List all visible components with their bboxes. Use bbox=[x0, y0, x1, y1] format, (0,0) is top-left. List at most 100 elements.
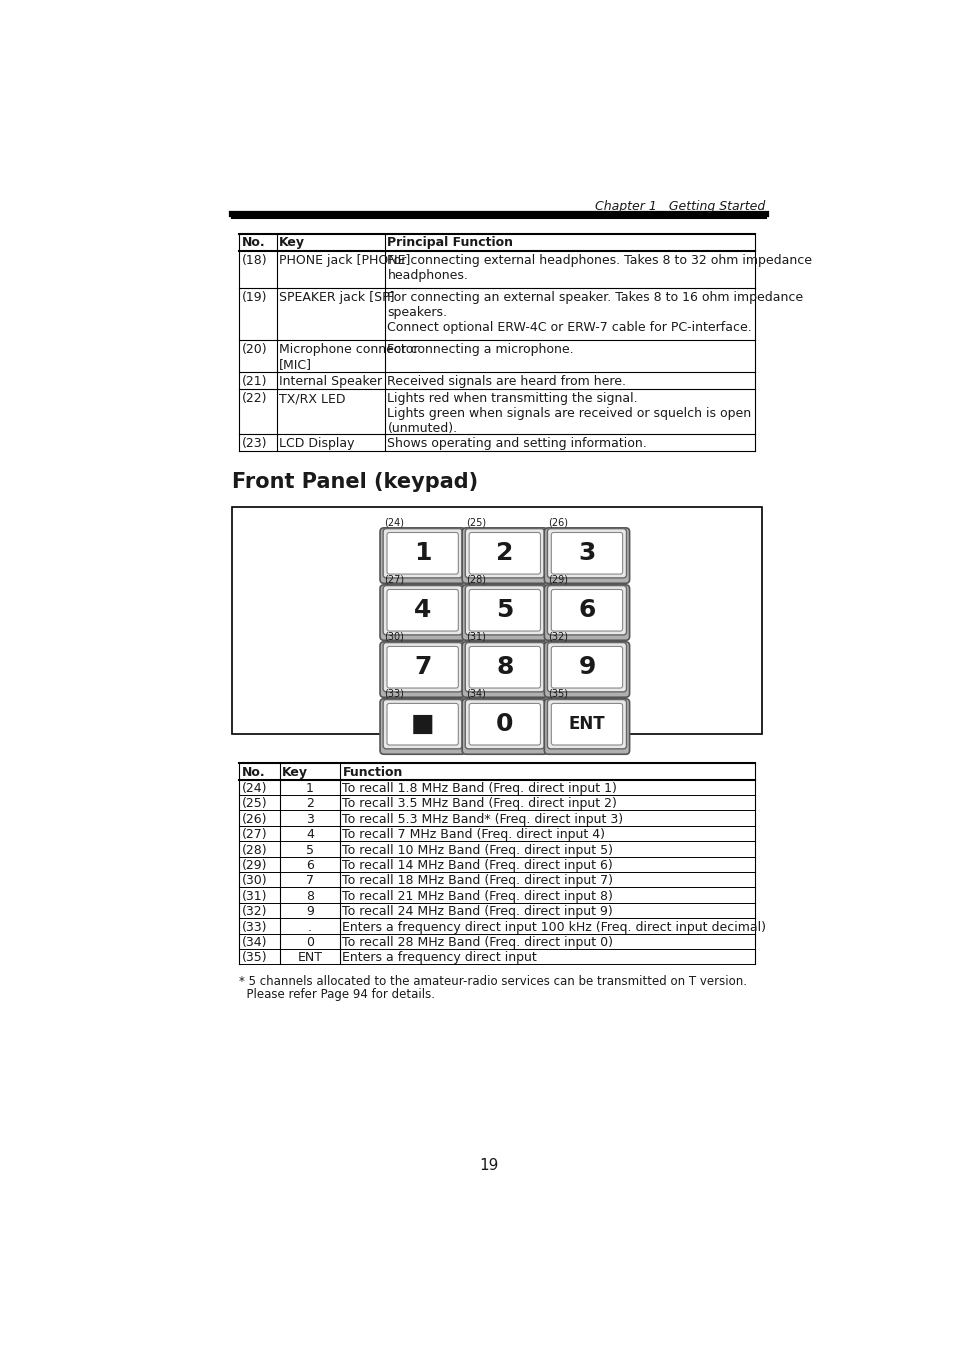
FancyBboxPatch shape bbox=[461, 698, 547, 754]
FancyBboxPatch shape bbox=[544, 528, 629, 584]
Text: (18): (18) bbox=[241, 254, 267, 266]
FancyBboxPatch shape bbox=[387, 646, 457, 688]
Text: * 5 channels allocated to the amateur-radio services can be transmitted on T ver: * 5 channels allocated to the amateur-ra… bbox=[239, 975, 746, 988]
Text: Internal Speaker: Internal Speaker bbox=[278, 376, 381, 388]
FancyBboxPatch shape bbox=[465, 528, 544, 578]
FancyBboxPatch shape bbox=[379, 642, 465, 697]
Text: (25): (25) bbox=[241, 797, 267, 811]
FancyBboxPatch shape bbox=[544, 698, 629, 754]
Text: Front Panel (keypad): Front Panel (keypad) bbox=[232, 473, 477, 492]
Text: 0: 0 bbox=[306, 936, 314, 948]
Text: (25): (25) bbox=[466, 517, 486, 528]
Text: .: . bbox=[308, 920, 312, 934]
Text: Principal Function: Principal Function bbox=[387, 236, 513, 249]
Text: Key: Key bbox=[282, 766, 308, 778]
Text: Please refer Page 94 for details.: Please refer Page 94 for details. bbox=[239, 988, 435, 1001]
Text: 1: 1 bbox=[306, 782, 314, 794]
Text: (35): (35) bbox=[548, 689, 568, 698]
Text: To recall 10 MHz Band (Freq. direct input 5): To recall 10 MHz Band (Freq. direct inpu… bbox=[342, 843, 613, 857]
Text: (30): (30) bbox=[241, 874, 267, 888]
Text: Key: Key bbox=[278, 236, 305, 249]
Text: (33): (33) bbox=[383, 689, 403, 698]
FancyBboxPatch shape bbox=[379, 585, 465, 640]
FancyBboxPatch shape bbox=[551, 532, 622, 574]
Text: 6: 6 bbox=[306, 859, 314, 871]
Text: (31): (31) bbox=[466, 632, 485, 642]
Text: ENT: ENT bbox=[297, 951, 322, 965]
Text: For connecting an external speaker. Takes 8 to 16 ohm impedance
speakers.
Connec: For connecting an external speaker. Take… bbox=[387, 290, 802, 334]
Text: 2: 2 bbox=[306, 797, 314, 811]
Text: 0: 0 bbox=[496, 712, 513, 736]
Text: ENT: ENT bbox=[568, 715, 604, 734]
Text: To recall 7 MHz Band (Freq. direct input 4): To recall 7 MHz Band (Freq. direct input… bbox=[342, 828, 605, 842]
Text: 7: 7 bbox=[414, 655, 431, 680]
Text: (29): (29) bbox=[241, 859, 267, 871]
Text: (19): (19) bbox=[241, 290, 267, 304]
Text: 19: 19 bbox=[478, 1158, 498, 1173]
Text: Enters a frequency direct input: Enters a frequency direct input bbox=[342, 951, 537, 965]
FancyBboxPatch shape bbox=[383, 528, 461, 578]
FancyBboxPatch shape bbox=[461, 528, 547, 584]
Text: 2: 2 bbox=[496, 542, 513, 565]
Text: Microphone connector
[MIC]: Microphone connector [MIC] bbox=[278, 343, 418, 372]
Text: (32): (32) bbox=[241, 905, 267, 919]
Text: (35): (35) bbox=[241, 951, 267, 965]
FancyBboxPatch shape bbox=[547, 528, 626, 578]
Text: To recall 14 MHz Band (Freq. direct input 6): To recall 14 MHz Band (Freq. direct inpu… bbox=[342, 859, 613, 871]
FancyBboxPatch shape bbox=[465, 585, 544, 635]
FancyBboxPatch shape bbox=[387, 704, 457, 744]
FancyBboxPatch shape bbox=[232, 507, 761, 734]
FancyBboxPatch shape bbox=[547, 700, 626, 748]
FancyBboxPatch shape bbox=[469, 532, 540, 574]
Text: 8: 8 bbox=[496, 655, 513, 680]
FancyBboxPatch shape bbox=[469, 589, 540, 631]
Text: No.: No. bbox=[241, 766, 265, 778]
FancyBboxPatch shape bbox=[551, 704, 622, 744]
Text: 9: 9 bbox=[306, 905, 314, 919]
FancyBboxPatch shape bbox=[551, 646, 622, 688]
Text: 5: 5 bbox=[496, 598, 513, 623]
FancyBboxPatch shape bbox=[469, 704, 540, 744]
FancyBboxPatch shape bbox=[547, 585, 626, 635]
Text: (33): (33) bbox=[241, 920, 267, 934]
Text: (21): (21) bbox=[241, 376, 267, 388]
Text: To recall 24 MHz Band (Freq. direct input 9): To recall 24 MHz Band (Freq. direct inpu… bbox=[342, 905, 613, 919]
Text: 9: 9 bbox=[578, 655, 595, 680]
FancyBboxPatch shape bbox=[383, 700, 461, 748]
Text: 8: 8 bbox=[306, 890, 314, 902]
FancyBboxPatch shape bbox=[465, 643, 544, 692]
FancyBboxPatch shape bbox=[465, 700, 544, 748]
Text: For connecting external headphones. Takes 8 to 32 ohm impedance
headphones.: For connecting external headphones. Take… bbox=[387, 254, 812, 282]
FancyBboxPatch shape bbox=[461, 642, 547, 697]
Text: (22): (22) bbox=[241, 392, 267, 405]
Text: Lights red when transmitting the signal.
Lights green when signals are received : Lights red when transmitting the signal.… bbox=[387, 392, 751, 435]
Text: (28): (28) bbox=[466, 574, 485, 585]
Text: Function: Function bbox=[342, 766, 402, 778]
Text: Shows operating and setting information.: Shows operating and setting information. bbox=[387, 436, 646, 450]
Text: (27): (27) bbox=[241, 828, 267, 842]
Text: (26): (26) bbox=[241, 813, 267, 825]
Text: (32): (32) bbox=[548, 632, 568, 642]
Text: PHONE jack [PHONE]: PHONE jack [PHONE] bbox=[278, 254, 410, 266]
Text: 6: 6 bbox=[578, 598, 595, 623]
Text: Received signals are heard from here.: Received signals are heard from here. bbox=[387, 376, 626, 388]
Text: (20): (20) bbox=[241, 343, 267, 357]
Text: ■: ■ bbox=[411, 712, 434, 736]
Text: (24): (24) bbox=[241, 782, 267, 794]
Text: 1: 1 bbox=[414, 542, 431, 565]
Text: 3: 3 bbox=[306, 813, 314, 825]
Text: To recall 3.5 MHz Band (Freq. direct input 2): To recall 3.5 MHz Band (Freq. direct inp… bbox=[342, 797, 617, 811]
FancyBboxPatch shape bbox=[544, 642, 629, 697]
Text: TX/RX LED: TX/RX LED bbox=[278, 392, 345, 405]
Text: 5: 5 bbox=[306, 843, 314, 857]
FancyBboxPatch shape bbox=[469, 646, 540, 688]
Text: 4: 4 bbox=[306, 828, 314, 842]
FancyBboxPatch shape bbox=[379, 528, 465, 584]
Text: (31): (31) bbox=[241, 890, 267, 902]
Text: SPEAKER jack [SP]: SPEAKER jack [SP] bbox=[278, 290, 394, 304]
FancyBboxPatch shape bbox=[551, 589, 622, 631]
Text: (29): (29) bbox=[548, 574, 568, 585]
Text: (34): (34) bbox=[241, 936, 267, 948]
Text: Chapter 1   Getting Started: Chapter 1 Getting Started bbox=[595, 200, 765, 213]
Text: For connecting a microphone.: For connecting a microphone. bbox=[387, 343, 574, 357]
